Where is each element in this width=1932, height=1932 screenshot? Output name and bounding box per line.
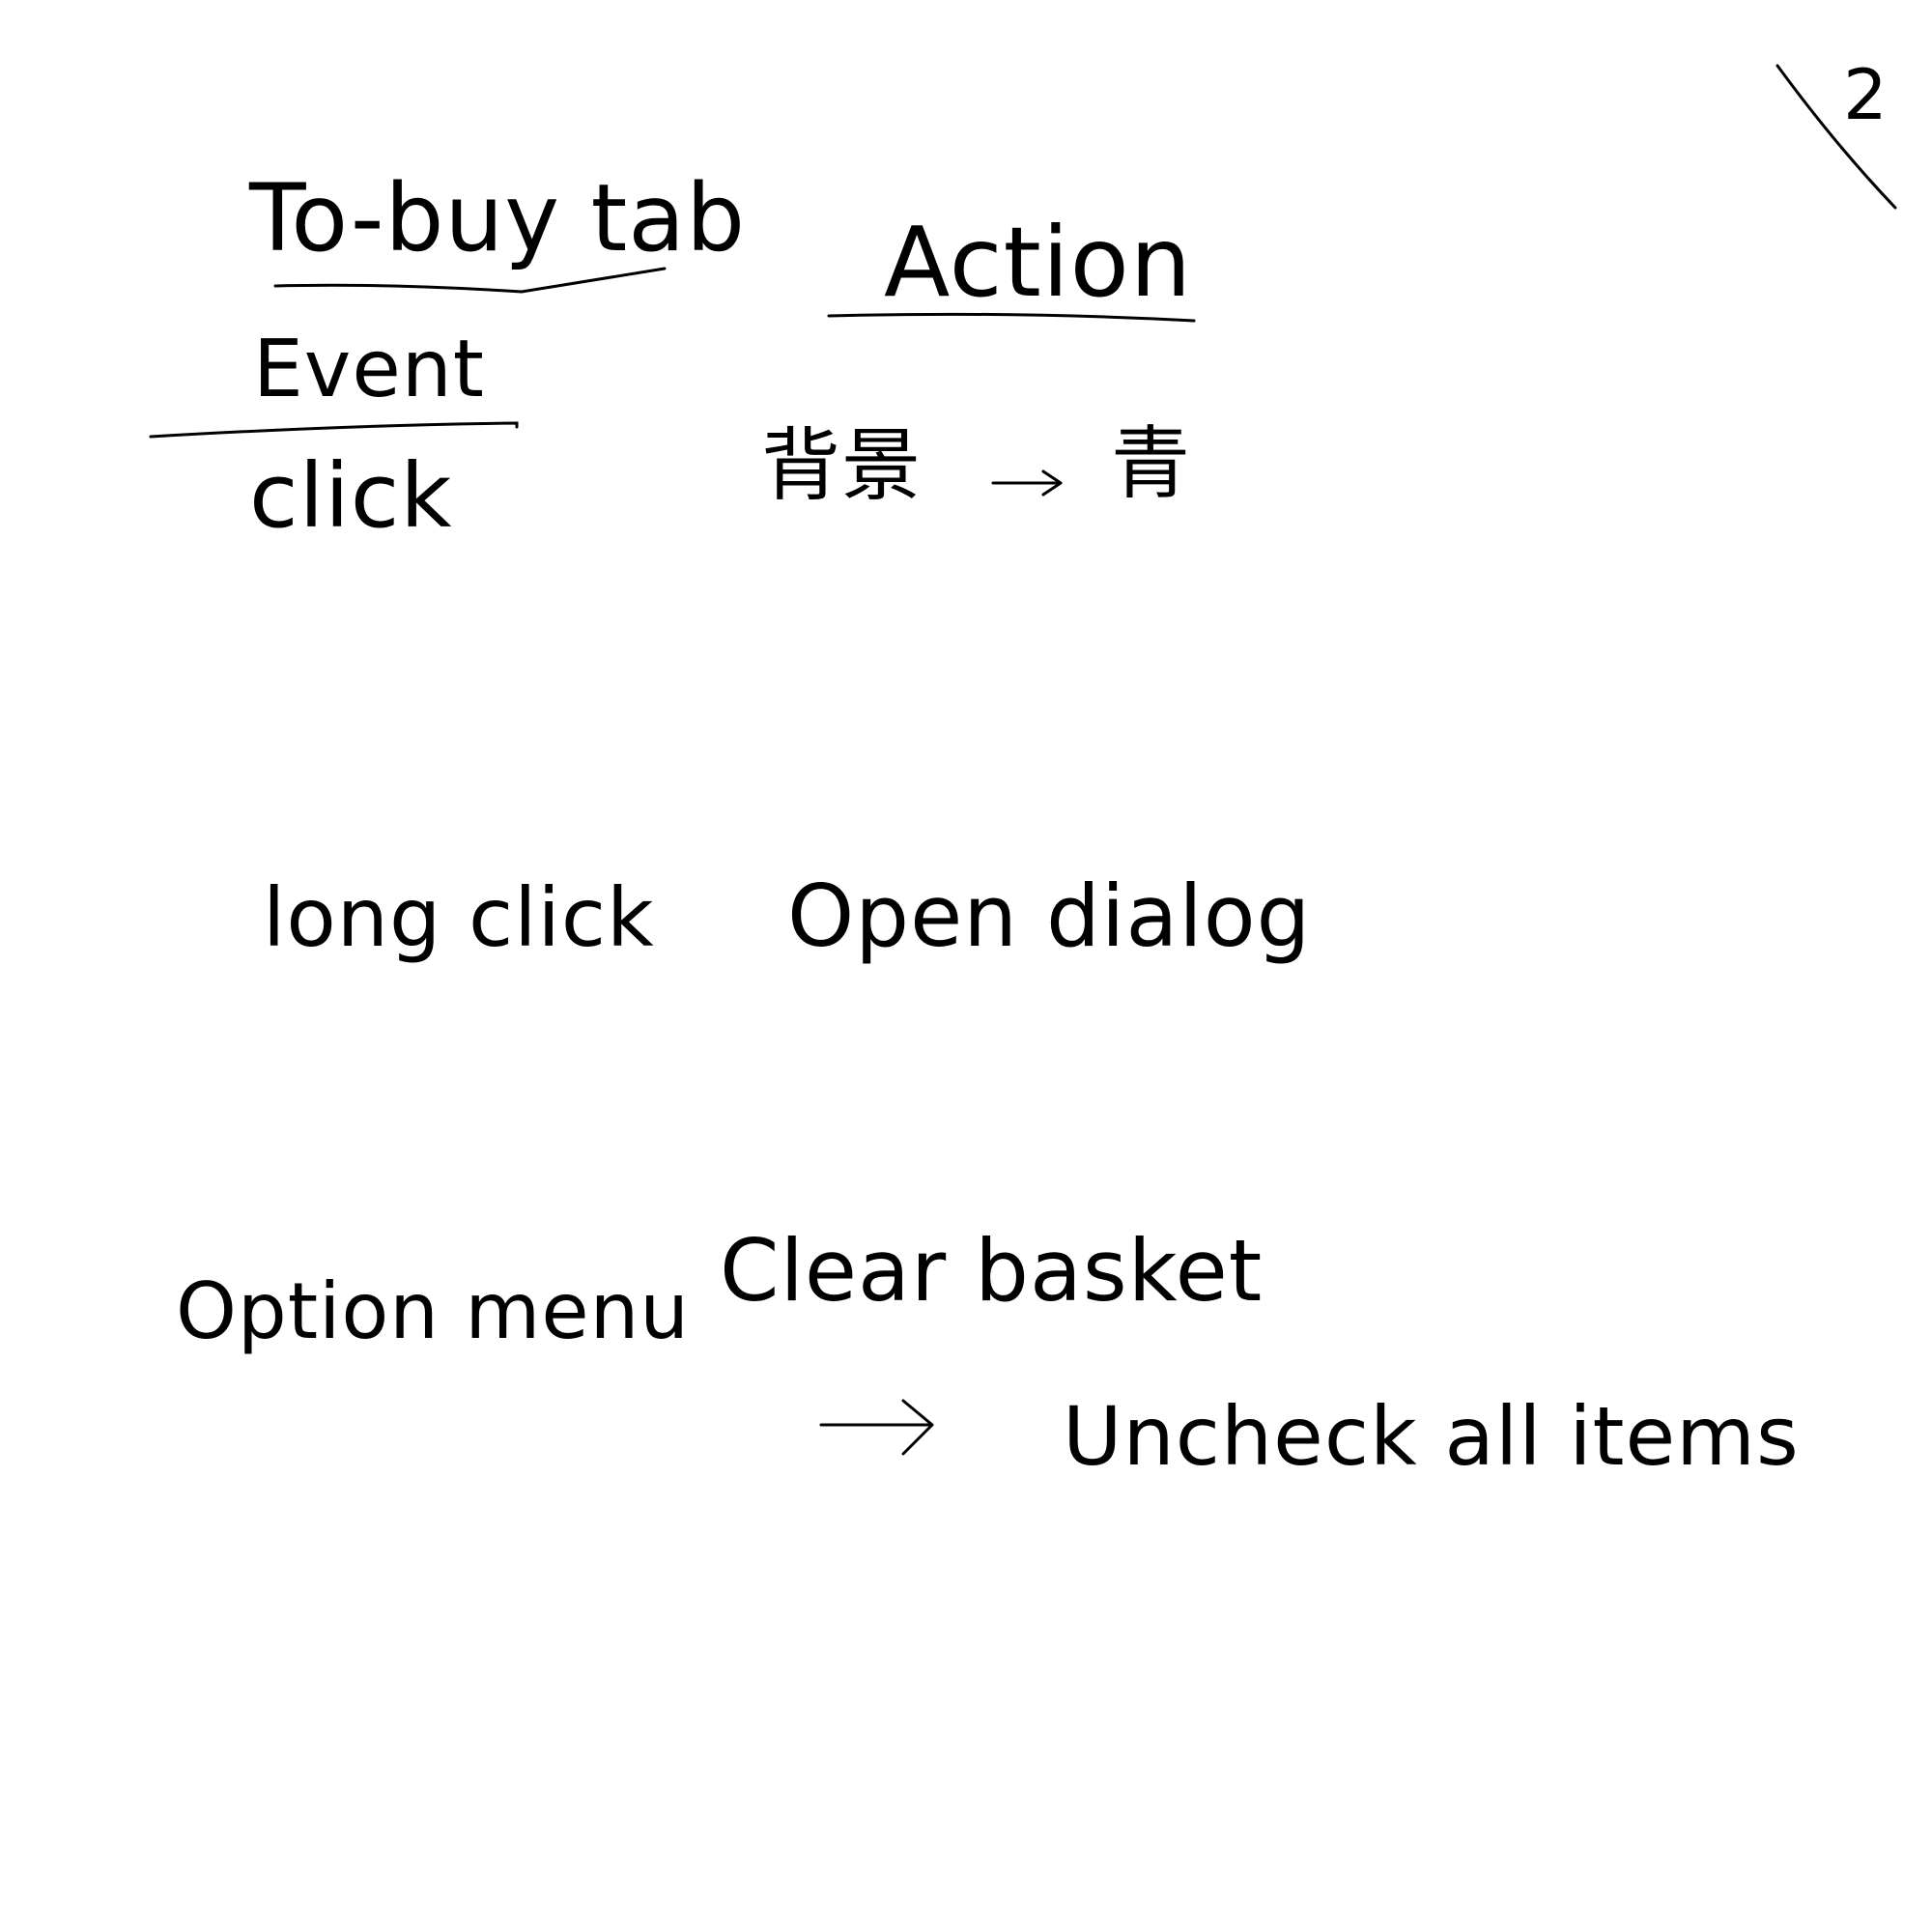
- event-heading-underline: [149, 421, 519, 439]
- action-heading: Action: [884, 206, 1193, 319]
- arrow-icon: [991, 469, 1063, 497]
- page-number: 2: [1843, 54, 1889, 135]
- event-option-menu: Option menu: [176, 1266, 690, 1356]
- arrow-icon: [819, 1399, 934, 1456]
- action-open-dialog: Open dialog: [787, 867, 1312, 966]
- action-source-label: 背景: [761, 420, 923, 512]
- action-clear-basket: Clear basket: [720, 1221, 1264, 1321]
- action-target-label: 青: [1111, 418, 1192, 510]
- tab-title: To-buy tab: [249, 164, 746, 272]
- action-result-uncheck-all: Uncheck all items: [1063, 1389, 1800, 1484]
- event-long-click: long click: [263, 870, 655, 965]
- event-heading: Event: [253, 324, 485, 415]
- event-click: click: [249, 444, 453, 548]
